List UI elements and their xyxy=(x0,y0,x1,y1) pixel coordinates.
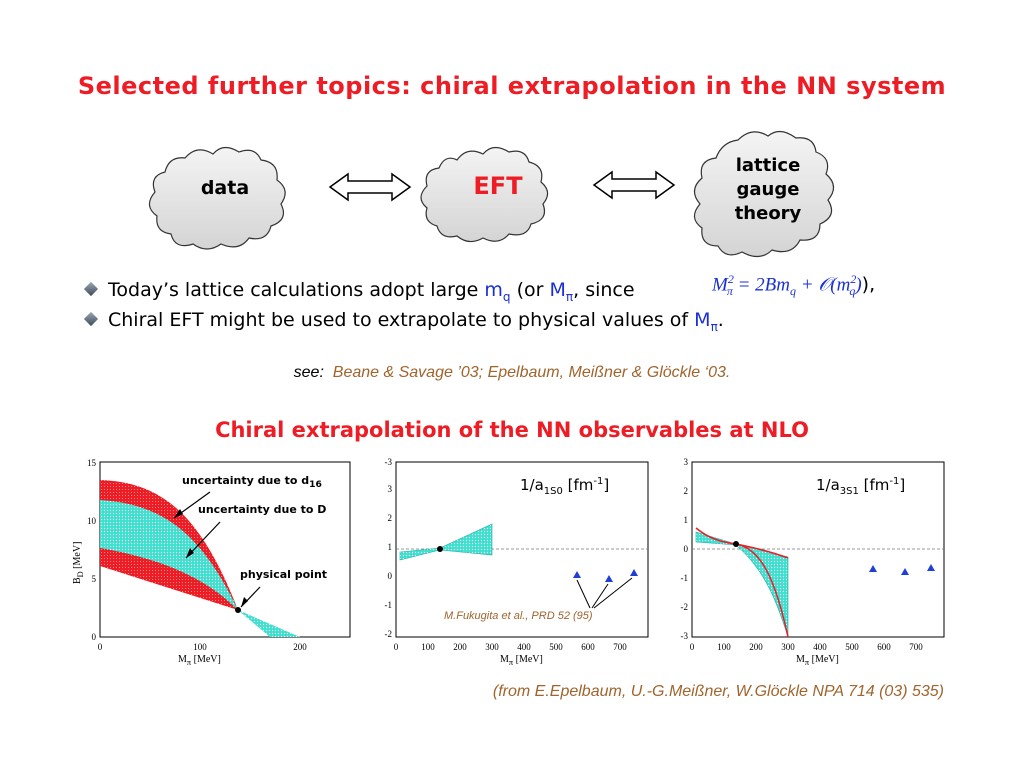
data-cloud-label: data xyxy=(200,177,250,199)
p2-ytick: -2 xyxy=(385,629,393,639)
p2-lattice-point xyxy=(630,569,638,576)
p1-ytick: 10 xyxy=(87,516,97,526)
references-line: see: Beane & Savage ’03; Epelbaum, Meißn… xyxy=(0,364,1024,382)
p2-lattice-point xyxy=(605,575,613,582)
mpi-symbol: Mπ xyxy=(549,279,574,304)
lattice-line-2: gauge xyxy=(736,179,800,200)
p2-xtick: 700 xyxy=(613,642,627,652)
bullet-1-text: Today’s lattice calculations adopt large xyxy=(108,279,485,301)
p1-ytick: 5 xyxy=(92,574,97,584)
p1-xtick: 100 xyxy=(193,642,207,652)
p2-label: 1/a1S0 [fm-1] xyxy=(520,476,610,497)
p2-xtick: 500 xyxy=(549,642,563,652)
annotation-d: uncertainty due to D xyxy=(198,503,327,516)
double-arrow-left xyxy=(328,172,412,202)
see-refs: Beane & Savage ’03; Epelbaum, Meißner & … xyxy=(332,364,731,381)
p3-ytick: -3 xyxy=(681,631,689,641)
bullet-diamond-icon xyxy=(83,311,99,327)
p3-label: 1/a3S1 [fm-1] xyxy=(816,476,906,497)
p3-xtick: 600 xyxy=(877,642,891,652)
p2-xtick: 100 xyxy=(421,642,435,652)
plot-bd: 0 5 10 15 0 100 200 xyxy=(87,458,351,652)
p3-xtick: 700 xyxy=(909,642,923,652)
plot-3s1: 3 2 1 0 -1 -2 -3 0 100 200 300 400 500 6… xyxy=(681,457,945,652)
mpi-symbol-2: Mπ xyxy=(694,309,718,334)
plot-1s0: 3 2 1 0 -1 -2 -3 0 100 200 300 400 500 6… xyxy=(385,457,649,652)
p3-xtick: 100 xyxy=(717,642,731,652)
p2-ytick: 1 xyxy=(388,542,393,552)
p3-xlabel: Mπ [MeV] xyxy=(796,654,839,667)
p2-xtick: 300 xyxy=(485,642,499,652)
p2-ytick: 0 xyxy=(388,571,393,581)
p1-xtick: 0 xyxy=(98,642,103,652)
bullet-1: Today’s lattice calculations adopt large… xyxy=(83,279,635,304)
p3-xtick: 200 xyxy=(749,642,763,652)
double-arrow-right xyxy=(592,170,676,200)
p3-ytick: 0 xyxy=(684,544,689,554)
p2-ytick: -3 xyxy=(385,457,393,467)
bullet-2: Chiral EFT might be used to extrapolate … xyxy=(83,309,724,334)
bullet-diamond-icon xyxy=(83,281,99,297)
bullet-2-end: . xyxy=(717,309,724,331)
p2-xlabel: Mπ [MeV] xyxy=(500,654,543,667)
p3-ytick: -2 xyxy=(681,602,689,612)
p3-lattice-point xyxy=(869,565,877,572)
annotation-physical-point: physical point xyxy=(240,568,328,581)
see-label: see: xyxy=(293,364,324,381)
section-subtitle: Chiral extrapolation of the NN observabl… xyxy=(215,418,809,442)
eft-cloud xyxy=(420,146,549,243)
d-band xyxy=(100,500,238,610)
lattice-line-3: theory xyxy=(734,203,802,224)
p2-xtick: 0 xyxy=(394,642,399,652)
mq-symbol: mq xyxy=(484,279,511,304)
annotation-d16: uncertainty due to d16 xyxy=(182,474,322,491)
citation: (from E.Epelbaum, U.-G.Meißner, W.Glöckl… xyxy=(492,683,944,700)
p2-ytick: 3 xyxy=(388,484,393,494)
p3-ytick: -1 xyxy=(681,573,689,583)
bullet-2-text: Chiral EFT might be used to extrapolate … xyxy=(108,309,695,331)
p3-ytick: 1 xyxy=(684,515,689,525)
p1-ytick: 0 xyxy=(92,632,97,642)
bullet-1-post: , since xyxy=(573,279,635,301)
data-cloud xyxy=(148,146,286,250)
p3-xtick: 500 xyxy=(845,642,859,652)
p2-ytick: 2 xyxy=(388,513,393,523)
gmor-formula: M2π = 2Bmq + 𝒪(m2q)), xyxy=(712,272,876,299)
slide-title: Selected further topics: chiral extrapol… xyxy=(77,72,947,100)
p2-physical-point xyxy=(437,546,443,552)
lattice-cloud xyxy=(693,130,835,258)
p3-xtick: 0 xyxy=(690,642,695,652)
p1-ytick: 15 xyxy=(87,458,97,468)
p1-xtick: 200 xyxy=(293,642,307,652)
eft-cloud-label: EFT xyxy=(473,172,523,200)
p1-ylabel: BD [MeV] xyxy=(72,541,85,584)
concept-diagram xyxy=(148,130,835,258)
p2-reference: M.Fukugita et al., PRD 52 (95) xyxy=(444,610,593,622)
p2-xtick: 600 xyxy=(581,642,595,652)
physical-point-marker xyxy=(235,607,241,613)
lattice-line-1: lattice xyxy=(735,155,801,176)
p2-ytick: -1 xyxy=(385,600,393,610)
bullet-1-mid: (or xyxy=(510,279,550,301)
p1-xlabel: Mπ [MeV] xyxy=(178,654,221,667)
p3-ytick: 3 xyxy=(684,457,689,467)
lattice-cloud-label: lattice gauge theory xyxy=(718,154,818,226)
p2-xtick: 200 xyxy=(453,642,467,652)
p3-lattice-point xyxy=(901,568,909,575)
p2-xtick: 400 xyxy=(517,642,531,652)
p3-xtick: 300 xyxy=(781,642,795,652)
p3-physical-point xyxy=(733,541,739,547)
p2-lattice-point xyxy=(573,571,581,578)
p3-lattice-point xyxy=(927,564,935,571)
p3-xtick: 400 xyxy=(813,642,827,652)
p3-ytick: 2 xyxy=(684,486,689,496)
